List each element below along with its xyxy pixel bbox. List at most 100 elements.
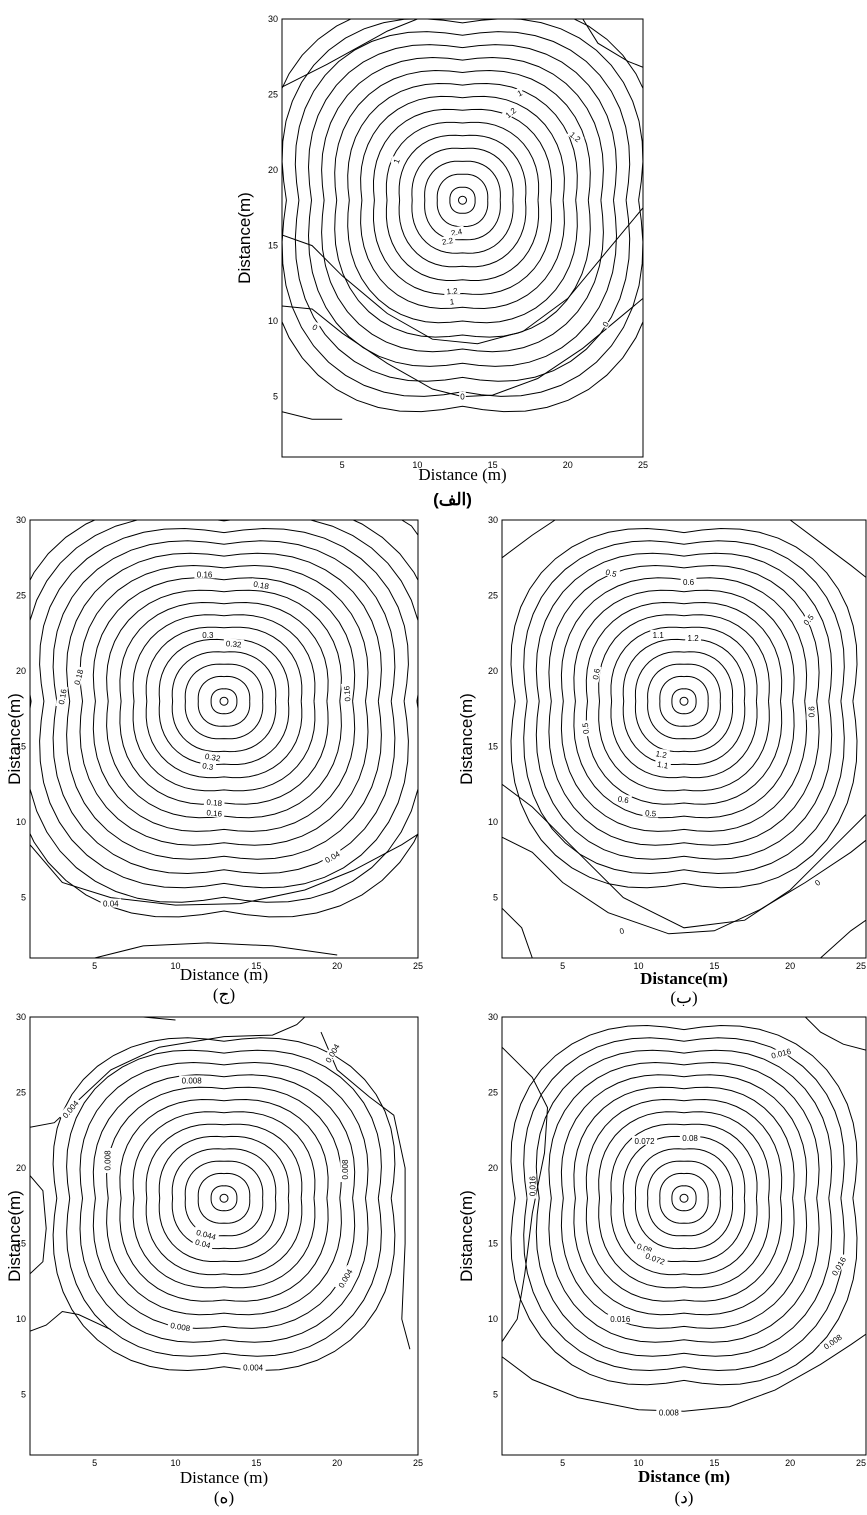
- svg-text:1.1: 1.1: [653, 631, 665, 640]
- x-tick-label: 15: [251, 961, 261, 971]
- contour-level-label: 0.5: [642, 807, 659, 819]
- y-tick-label: 30: [488, 515, 498, 525]
- contour-ring: [647, 663, 721, 740]
- contour-level-label: 0: [811, 876, 823, 888]
- plot-frame: [501, 519, 867, 959]
- contour-ring: [79, 1061, 369, 1343]
- contour-level-label: 1: [514, 87, 525, 98]
- x-tick-label: 20: [785, 1458, 795, 1468]
- x-tick-label: 20: [785, 961, 795, 971]
- contour-open: [401, 520, 418, 536]
- contour-level-label: 1.2: [652, 747, 670, 760]
- x-tick-label: 15: [251, 1458, 261, 1468]
- contour-level-label: 0.6: [680, 576, 697, 587]
- x-axis-label: Distance (m): [180, 965, 268, 984]
- contour-level-label: 0: [617, 925, 627, 936]
- svg-text:0.18: 0.18: [73, 668, 86, 686]
- contour-open: [30, 1175, 47, 1275]
- contour-ring: [294, 31, 631, 382]
- contour-ring: [132, 1111, 316, 1289]
- contour-ring: [598, 1111, 770, 1289]
- y-tick-label: 5: [493, 1390, 498, 1400]
- y-tick-label: 20: [268, 165, 278, 175]
- svg-text:0.008: 0.008: [104, 1150, 113, 1171]
- contour-ring: [659, 675, 709, 727]
- y-axis-label: Distance(m): [457, 693, 476, 785]
- contour-panel-2: 5 10 15 20 25 30 5 10 15 20 25 Distance(m) Distance …: [5, 515, 423, 1005]
- y-tick-label: 10: [488, 817, 498, 827]
- contour-ring: [449, 186, 476, 214]
- contour-ring: [647, 1160, 721, 1237]
- contour-level-label: 0.008: [167, 1319, 194, 1333]
- y-tick-label: 15: [16, 1239, 26, 1249]
- contour-ring: [92, 577, 356, 832]
- contour-ring: [398, 134, 527, 268]
- contour-ring: [184, 663, 264, 740]
- contour-ring: [535, 1049, 833, 1357]
- contour-ring: [66, 552, 382, 860]
- contour-level-label: 0.18: [250, 578, 273, 591]
- contour-level-label: 0.3: [199, 629, 216, 640]
- svg-text:0.016: 0.016: [610, 1315, 631, 1324]
- contour-level-label: 0.04: [100, 898, 122, 909]
- contour-ring: [523, 540, 845, 875]
- y-tick-label: 15: [268, 241, 278, 251]
- y-tick-label: 15: [16, 742, 26, 752]
- x-tick-label: 5: [560, 961, 565, 971]
- contour-ring: [424, 160, 501, 241]
- svg-text:0.16: 0.16: [57, 688, 69, 705]
- contour-level-label: 0.16: [340, 683, 353, 705]
- contour-open: [804, 1017, 866, 1051]
- contour-level-label: 0.16: [194, 569, 215, 579]
- y-tick-label: 5: [493, 893, 498, 903]
- svg-text:2.2: 2.2: [441, 236, 454, 247]
- contour-ring: [39, 527, 409, 889]
- y-axis-label: Distance(m): [457, 1190, 476, 1282]
- svg-text:0.08: 0.08: [682, 1134, 698, 1143]
- y-axis-label: Distance(m): [235, 192, 254, 284]
- contour-level-label: 0.016: [527, 1173, 537, 1199]
- x-tick-label: 10: [170, 1458, 180, 1468]
- x-tick-label: 20: [332, 961, 342, 971]
- plot-frame: [281, 18, 644, 458]
- contour-ring: [119, 601, 329, 805]
- plot-frame: [29, 519, 419, 959]
- svg-text:0.32: 0.32: [204, 752, 221, 764]
- svg-text:0.04: 0.04: [194, 1238, 212, 1251]
- contour-ring: [197, 675, 251, 727]
- contour-level-label: 0.072: [632, 1135, 658, 1146]
- contour-open: [30, 1310, 112, 1332]
- contour-ring: [560, 577, 808, 832]
- y-tick-label: 10: [16, 817, 26, 827]
- y-tick-label: 30: [488, 1012, 498, 1022]
- contour-level-label: 0.6: [589, 665, 602, 683]
- contour-lines: [30, 1017, 411, 1372]
- svg-text:0: 0: [619, 926, 626, 936]
- contour-open: [282, 19, 418, 88]
- y-tick-label: 10: [268, 316, 278, 326]
- svg-text:1.1: 1.1: [656, 760, 669, 771]
- y-tick-label: 5: [21, 1390, 26, 1400]
- contour-ring: [622, 638, 746, 765]
- svg-text:0.18: 0.18: [206, 798, 223, 808]
- contour-level-label: 0.6: [806, 703, 816, 720]
- peak-marker: [219, 1193, 229, 1203]
- peak-marker: [679, 696, 689, 706]
- contour-ring: [634, 651, 734, 753]
- svg-text:1.2: 1.2: [655, 749, 668, 760]
- contour-ring: [52, 1037, 396, 1372]
- contour-lines: [30, 520, 418, 958]
- contour-level-label: 1.2: [685, 632, 701, 643]
- contour-level-label: 0.6: [614, 793, 632, 806]
- contour-ring: [52, 540, 396, 875]
- contour-level-label: 0.32: [201, 750, 224, 764]
- contour-ring: [622, 1135, 746, 1262]
- contour-open: [502, 1333, 866, 1412]
- svg-text:0.004: 0.004: [243, 1363, 264, 1372]
- svg-text:0.6: 0.6: [617, 795, 630, 806]
- x-tick-label: 10: [633, 1458, 643, 1468]
- contour-level-label: 0: [310, 321, 321, 333]
- peak-marker: [219, 696, 229, 706]
- svg-text:0: 0: [311, 323, 320, 333]
- contour-ring: [671, 1185, 697, 1212]
